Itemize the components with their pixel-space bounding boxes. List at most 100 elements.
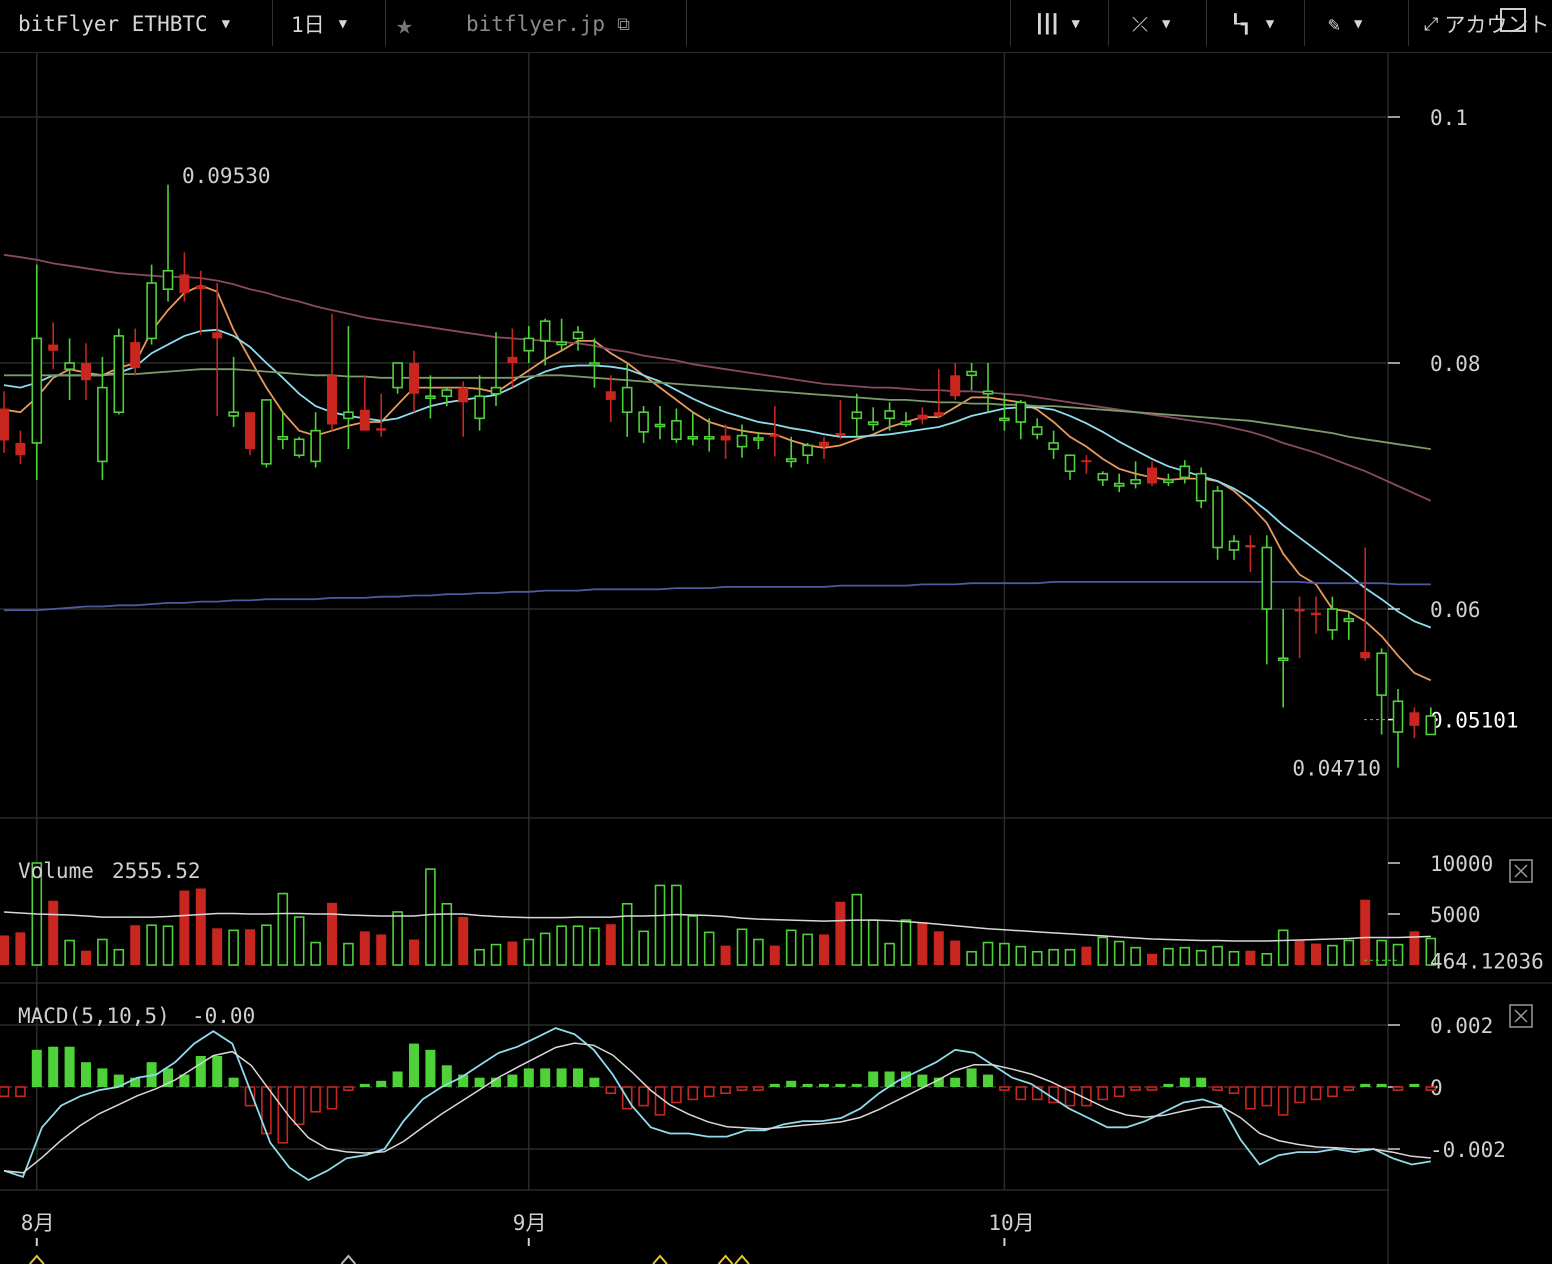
volume-bar — [293, 916, 305, 966]
volume-bar — [999, 942, 1010, 966]
candle — [228, 356, 239, 427]
macd-title: MACD(5,10,5) — [18, 1004, 170, 1028]
macd-histogram-bar — [1409, 1083, 1420, 1087]
macd-axis-label: 0.002 — [1430, 1014, 1493, 1038]
volume-bar — [1392, 943, 1404, 966]
x-axis-label: 10月 — [988, 1211, 1034, 1235]
account-area[interactable]: ⤢ アカウント — [1410, 0, 1552, 48]
macd-histogram-bar — [310, 1086, 321, 1113]
candle — [1327, 596, 1338, 640]
interval-label: 1日 — [291, 13, 325, 37]
candle — [1425, 707, 1437, 736]
macd-histogram-bar — [523, 1068, 534, 1087]
candle — [490, 332, 502, 407]
draw-tool-button[interactable]: ✎ ▼ — [1306, 0, 1402, 48]
candle-body-up — [982, 390, 994, 395]
account-label: アカウント — [1444, 13, 1550, 37]
candle — [245, 412, 255, 456]
volume-bar — [802, 933, 813, 966]
price-chart[interactable]: 8月 9月 10月 0.1 0.08 0.06 0.05101 0.09530 0.04710 1… — [0, 52, 1552, 1264]
candle-body-up — [851, 411, 863, 420]
candle-body-up — [621, 386, 633, 414]
candle — [867, 407, 879, 431]
volume-bar — [261, 924, 272, 966]
volume-bar — [884, 942, 895, 966]
volume-bar — [327, 902, 337, 965]
candle-body-down — [327, 375, 337, 425]
macd-histogram-bar — [392, 1071, 403, 1087]
candle — [1147, 461, 1157, 486]
candle — [671, 408, 682, 443]
candle-body-up — [1277, 657, 1289, 662]
chart-type-button[interactable]: ┖┓ ▼ — [1208, 0, 1304, 48]
volume-bar — [819, 934, 829, 965]
volume-bar — [245, 929, 255, 965]
candle — [835, 399, 846, 440]
macd-histogram-bar — [654, 1086, 666, 1116]
candle-body-down — [130, 342, 141, 368]
macd-histogram-bar — [491, 1077, 501, 1087]
candle — [474, 375, 485, 431]
macd-histogram-bar — [703, 1086, 715, 1098]
last-price-label: 0.05101 — [1430, 709, 1519, 733]
ma-line-ma30 — [3, 253, 1432, 502]
volume-bar — [556, 925, 567, 966]
candle — [1277, 609, 1289, 708]
candle-body-up — [1228, 540, 1240, 551]
close-icon-cross — [1514, 864, 1528, 878]
macd-histogram-bar — [638, 1086, 649, 1107]
volume-bar — [162, 925, 174, 966]
volume-bar — [113, 948, 125, 966]
close-icon-cross — [1514, 1009, 1528, 1023]
candle-body-up — [1179, 465, 1191, 479]
volume-bar — [867, 919, 879, 966]
interval-selector[interactable]: 1日 ▼ — [273, 0, 385, 48]
symbol-selector[interactable]: bitFlyer ETHBTC ▼ — [0, 0, 272, 48]
favorite-button[interactable]: ★ — [386, 0, 446, 48]
volume-bar — [81, 950, 91, 965]
macd-histogram-bar — [1146, 1086, 1158, 1091]
site-link[interactable]: bitflyer.jp ⧉ — [446, 0, 686, 48]
volume-bar — [1360, 899, 1371, 965]
volume-bar — [228, 929, 239, 966]
macd-histogram-bar — [540, 1068, 551, 1087]
candle — [1245, 535, 1256, 573]
macd-histogram-bar — [326, 1086, 338, 1110]
candle — [195, 270, 206, 335]
candle-body-up — [556, 341, 567, 346]
close-macd-button[interactable] — [1509, 1004, 1533, 1028]
candle-body-down — [835, 433, 846, 436]
macd-histogram-bar — [802, 1083, 813, 1087]
macd-histogram-bar — [1196, 1077, 1207, 1087]
macd-histogram-bar — [81, 1062, 91, 1087]
macd-histogram-bar — [1245, 1086, 1256, 1110]
candle — [310, 412, 321, 468]
macd-histogram-bar — [1277, 1086, 1289, 1116]
macd-histogram-bar — [212, 1056, 223, 1087]
candle — [720, 424, 731, 459]
candle — [162, 184, 174, 302]
volume-bar — [310, 941, 321, 966]
macd-histogram-bar — [228, 1077, 239, 1087]
indicators-button[interactable]: ⤫ ▼ — [1110, 0, 1206, 48]
volume-bar — [1261, 952, 1273, 966]
snapshot-icon[interactable] — [1500, 8, 1526, 32]
event-marker-icon — [734, 1254, 750, 1264]
macd-histogram-bar — [1097, 1086, 1109, 1101]
candle-body-up — [1048, 442, 1059, 450]
candle-body-up — [884, 410, 895, 420]
macd-histogram-bar — [409, 1043, 419, 1087]
close-volume-button[interactable] — [1509, 859, 1533, 883]
candle — [638, 406, 649, 443]
ma-line-ma5 — [3, 284, 1432, 682]
macd-axis-label: -0.002 — [1430, 1138, 1506, 1162]
event-marker-icon — [652, 1254, 668, 1264]
candle-body-down — [819, 441, 829, 447]
candle-body-up — [1113, 482, 1125, 487]
macd-histogram-bar — [769, 1083, 780, 1087]
candle-style-button[interactable]: ┃┃┃ ▼ — [1012, 0, 1108, 48]
volume-bar — [572, 925, 584, 966]
fullscreen-icon[interactable]: ⤢ — [1424, 13, 1439, 35]
candle-body-down — [769, 434, 780, 437]
volume-bar — [1212, 945, 1223, 966]
